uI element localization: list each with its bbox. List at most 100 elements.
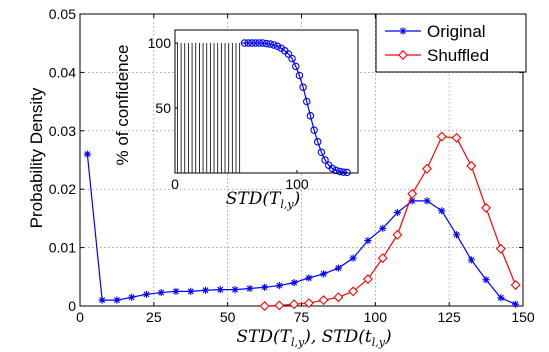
data-point-original bbox=[113, 296, 121, 304]
data-point-original bbox=[98, 296, 106, 304]
data-point-shuffled bbox=[377, 253, 388, 264]
inset-data-point bbox=[303, 97, 311, 106]
data-point-shuffled bbox=[259, 301, 270, 311]
legend-marker-original bbox=[399, 27, 407, 35]
data-point-original bbox=[438, 207, 446, 215]
inset-series bbox=[177, 39, 351, 177]
inset-data-point bbox=[339, 168, 348, 176]
inset-data-point bbox=[288, 54, 296, 63]
inset-data-point bbox=[299, 83, 307, 91]
data-point-original bbox=[275, 281, 283, 290]
main-series bbox=[83, 131, 521, 311]
inset-background bbox=[175, 30, 358, 173]
inset-data-point bbox=[255, 39, 263, 47]
legend-label-shuffled: Shuffled bbox=[427, 46, 489, 65]
data-point-shuffled bbox=[495, 243, 506, 254]
legend-label-original: Original bbox=[427, 22, 486, 41]
data-point-original bbox=[187, 287, 195, 295]
data-point-original bbox=[512, 300, 520, 308]
legend-marker-original bbox=[399, 27, 407, 35]
inset-axes bbox=[174, 29, 359, 174]
data-point-original bbox=[83, 150, 91, 158]
inset-x-axis-label: STD(Tl,y) bbox=[226, 189, 300, 211]
data-point-shuffled bbox=[348, 286, 359, 297]
data-point-original bbox=[467, 256, 475, 264]
inset-data-point bbox=[240, 39, 249, 47]
inset-data-point bbox=[321, 156, 329, 164]
data-point-original bbox=[423, 197, 431, 205]
inset-y-tick-label: 50 bbox=[155, 100, 171, 116]
y-tick-label: 0.03 bbox=[49, 123, 76, 139]
data-point-shuffled bbox=[392, 229, 403, 240]
inset-data-point bbox=[313, 138, 322, 146]
inset-y-axis-label: % of confidence bbox=[113, 45, 132, 166]
x-tick-label: 100 bbox=[364, 309, 388, 325]
inset-data-point bbox=[259, 39, 267, 47]
x-tick-label: 150 bbox=[511, 309, 535, 325]
inset-data-point bbox=[292, 62, 300, 71]
data-point-original bbox=[142, 290, 151, 298]
inset-data-point bbox=[262, 39, 271, 48]
x-axis-label: STD(Tl,y), STD(tl,y) bbox=[236, 327, 391, 349]
data-point-original bbox=[231, 286, 239, 294]
data-point-original bbox=[349, 254, 357, 262]
inset-data-point bbox=[244, 39, 252, 47]
inset-tick-labels: 0 100 50 100 bbox=[148, 35, 309, 192]
legend-entry-shuffled: Shuffled bbox=[385, 46, 489, 65]
inset-frame bbox=[174, 29, 359, 174]
data-point-shuffled bbox=[451, 132, 462, 143]
inset-data-point bbox=[295, 71, 304, 80]
data-point-original bbox=[157, 288, 165, 297]
data-point-shuffled bbox=[422, 163, 432, 174]
y-axis-label: Probability Density bbox=[27, 87, 46, 228]
data-point-original bbox=[260, 283, 269, 291]
data-point-original bbox=[393, 208, 402, 217]
inset-data-point bbox=[266, 40, 274, 48]
legend: Original Shuffled bbox=[375, 13, 527, 73]
x-tick-label: 75 bbox=[294, 309, 310, 325]
data-point-original bbox=[216, 286, 224, 294]
legend-entry-original: Original bbox=[385, 22, 486, 41]
data-point-original bbox=[246, 284, 254, 293]
inset-data-point bbox=[343, 168, 351, 177]
data-point-original bbox=[379, 224, 387, 232]
y-tick-label: 0.01 bbox=[49, 240, 76, 256]
data-point-original bbox=[364, 236, 372, 245]
x-tick-label: 25 bbox=[146, 309, 162, 325]
data-point-original bbox=[334, 264, 343, 272]
x-tick-label: 50 bbox=[220, 309, 236, 325]
data-point-original bbox=[290, 279, 298, 287]
x-tick-label: 0 bbox=[76, 309, 84, 325]
data-point-original bbox=[128, 293, 136, 301]
inset-data-point bbox=[335, 167, 344, 176]
inset-data-point bbox=[270, 41, 278, 49]
data-point-shuffled bbox=[466, 160, 477, 171]
y-tick-label: 0 bbox=[68, 298, 76, 314]
inset-y-tick-label: 100 bbox=[148, 35, 172, 51]
y-tick-label: 0.02 bbox=[49, 181, 76, 197]
data-point-original bbox=[305, 274, 313, 282]
y-tick-label: 0.05 bbox=[49, 6, 76, 22]
inset-data-point bbox=[310, 126, 318, 134]
data-point-shuffled bbox=[510, 279, 521, 290]
data-point-shuffled bbox=[362, 274, 373, 285]
inset-x-tick-label: 0 bbox=[171, 176, 179, 192]
legend-marker-shuffled bbox=[398, 50, 408, 60]
inset-data-point bbox=[273, 42, 282, 50]
data-point-original bbox=[497, 294, 505, 302]
inset-data-point bbox=[328, 164, 337, 173]
inset-data-point bbox=[248, 39, 256, 47]
inset-data-point bbox=[332, 166, 340, 175]
y-tick-label: 0.04 bbox=[49, 64, 76, 80]
data-point-shuffled bbox=[303, 298, 314, 309]
inset-data-point bbox=[284, 50, 293, 58]
data-point-shuffled bbox=[289, 299, 300, 310]
main-tick-labels: 0 25 50 75 100 125 150 0 0.01 0.02 0.03 0.04 0.05 bbox=[49, 6, 535, 325]
data-point-original bbox=[452, 231, 461, 239]
x-tick-label: 125 bbox=[437, 309, 461, 325]
data-point-shuffled bbox=[318, 295, 329, 306]
legend-marker-shuffled bbox=[398, 50, 408, 60]
data-point-original bbox=[201, 286, 210, 294]
inset-chart: 0 100 50 100 % of confidence STD(Tl,y) bbox=[113, 29, 359, 211]
